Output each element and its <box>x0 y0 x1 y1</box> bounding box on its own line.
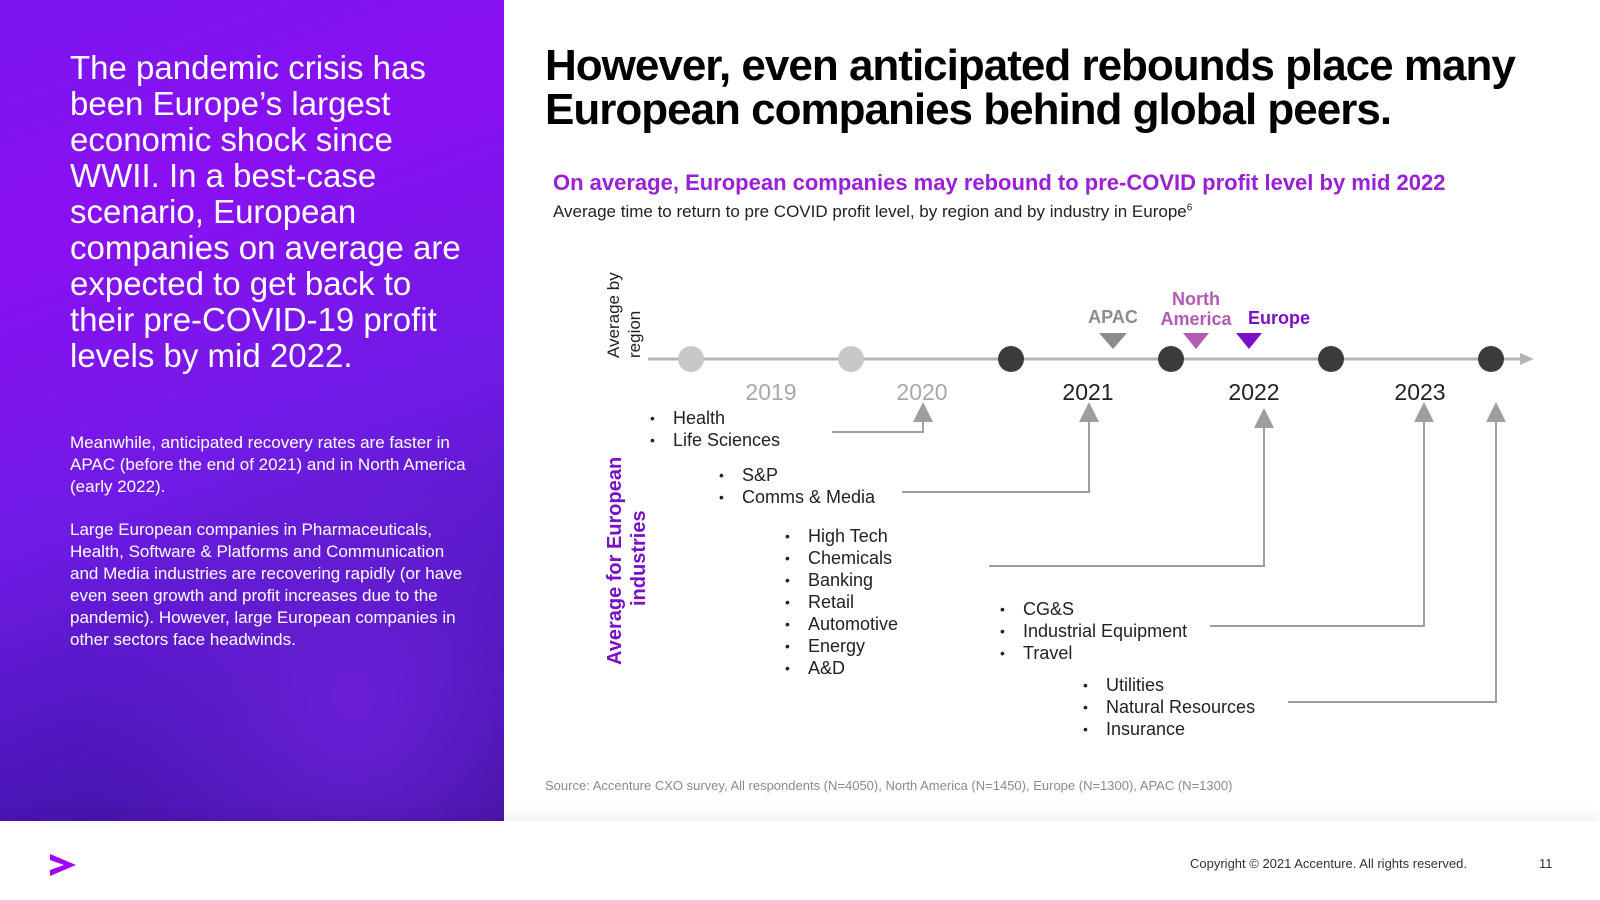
copyright-text: Copyright © 2021 Accenture. All rights r… <box>1190 856 1467 871</box>
year-label-2019: 2019 <box>745 379 796 405</box>
region-label-north-america-line2: America <box>1160 309 1232 329</box>
connector-arrow-comms-to-2021 <box>902 402 1099 493</box>
industry-group-2024: Utilities Natural Resources Insurance <box>1083 674 1255 740</box>
timeline-dot <box>1478 346 1504 372</box>
industry-item: Travel <box>1000 642 1187 664</box>
industry-group-2023: CG&S Industrial Equipment Travel <box>1000 598 1187 664</box>
year-label-2022: 2022 <box>1228 379 1279 405</box>
year-label-2023: 2023 <box>1394 379 1445 405</box>
region-label-apac: APAC <box>1088 307 1138 327</box>
left-paragraph-regions: Meanwhile, anticipated recovery rates ar… <box>70 433 466 496</box>
industries-axis-label-line1: Average for European <box>604 457 626 665</box>
region-marker-apac <box>1099 333 1127 349</box>
industry-item: Life Sciences <box>650 429 780 451</box>
industry-item: Comms & Media <box>719 486 875 508</box>
footnote-marker: 6 <box>1186 202 1193 214</box>
footer <box>0 821 1600 900</box>
industries-axis-label-line2: industries <box>628 510 650 606</box>
industry-group-2020: Health Life Sciences <box>650 407 780 451</box>
region-axis-label-line2: region <box>625 311 644 358</box>
connector-arrow-cgs-to-2023 <box>1210 402 1434 627</box>
region-marker-europe <box>1236 333 1262 349</box>
timeline-dot <box>838 346 864 372</box>
industry-item: CG&S <box>1000 598 1187 620</box>
industry-item: Health <box>650 407 780 429</box>
industry-item: A&D <box>785 657 898 679</box>
source-note: Source: Accenture CXO survey, All respon… <box>545 778 1233 793</box>
year-label-2020: 2020 <box>896 379 947 405</box>
left-headline: The pandemic crisis has been Europe’s la… <box>70 49 461 374</box>
industry-item: Automotive <box>785 613 898 635</box>
year-label-2021: 2021 <box>1062 379 1113 405</box>
slide-title: However, even anticipated rebounds place… <box>545 41 1516 134</box>
industry-group-2021: S&P Comms & Media <box>719 464 875 508</box>
connector-arrow-utilities-to-2024 <box>1288 402 1506 703</box>
timeline-dot <box>1318 346 1344 372</box>
industry-item: Retail <box>785 591 898 613</box>
industry-item: Industrial Equipment <box>1000 620 1187 642</box>
industry-item: Insurance <box>1083 718 1255 740</box>
connector-arrow-health-to-2020 <box>832 402 933 433</box>
region-label-north-america-line1: North <box>1172 289 1220 309</box>
industry-item: Natural Resources <box>1083 696 1255 718</box>
industry-item: High Tech <box>785 525 898 547</box>
page-number: 11 <box>1539 856 1553 871</box>
industry-item: Utilities <box>1083 674 1255 696</box>
industry-group-2022: High Tech Chemicals Banking Retail Autom… <box>785 525 898 679</box>
timeline-dot <box>998 346 1024 372</box>
industry-item: Banking <box>785 569 898 591</box>
connector-arrow-hightech-to-2022 <box>989 408 1274 567</box>
region-axis-label-line1: Average by <box>604 272 623 358</box>
left-paragraph-industries: Large European companies in Pharmaceutic… <box>70 520 463 649</box>
chart-caption: Average time to return to pre COVID prof… <box>553 202 1192 222</box>
chart-subtitle: On average, European companies may rebou… <box>553 170 1446 195</box>
region-marker-north-america <box>1183 333 1209 349</box>
timeline-dot <box>1158 346 1184 372</box>
timeline-arrowhead <box>1520 353 1534 365</box>
timeline-dot <box>678 346 704 372</box>
accenture-logo-icon <box>50 854 76 876</box>
industry-item: Energy <box>785 635 898 657</box>
region-label-europe: Europe <box>1248 308 1310 328</box>
left-panel: The pandemic crisis has been Europe’s la… <box>0 0 504 821</box>
caption-text: Average time to return to pre COVID prof… <box>553 202 1187 221</box>
industry-item: S&P <box>719 464 875 486</box>
industry-item: Chemicals <box>785 547 898 569</box>
